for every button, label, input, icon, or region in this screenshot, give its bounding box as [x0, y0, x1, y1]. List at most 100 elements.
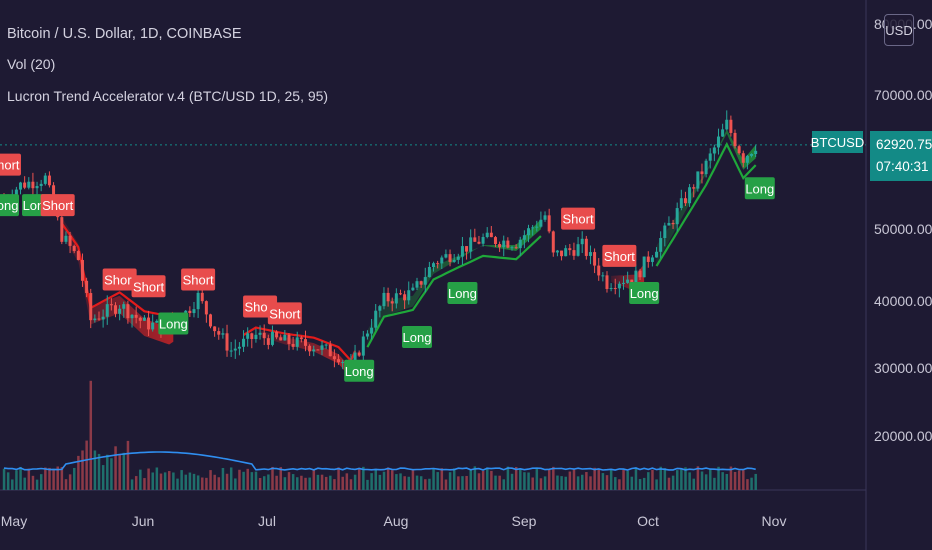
volume-bar	[663, 468, 667, 490]
candle-body	[700, 171, 704, 175]
volume-bar	[246, 468, 249, 490]
signal-box	[131, 275, 166, 298]
candle-body	[151, 322, 155, 330]
candle-body	[473, 237, 477, 242]
volume-bar	[81, 450, 84, 490]
volume-bar	[73, 467, 76, 490]
candle-body	[460, 246, 464, 257]
volume-bar	[35, 479, 39, 490]
volume-bar	[275, 475, 278, 490]
volume-bar	[713, 477, 716, 490]
volume-bar	[97, 453, 101, 490]
volume-bar	[283, 477, 287, 490]
volume-bar	[316, 474, 320, 490]
long-signal-label: Long	[402, 325, 432, 348]
candle-body	[126, 304, 130, 319]
volume-bar	[502, 479, 506, 490]
volume-bar	[461, 476, 464, 490]
volume-bar	[110, 458, 113, 490]
time-tick-may: May	[0, 513, 28, 529]
candle-body	[568, 248, 572, 251]
candle-body	[737, 146, 741, 154]
candle-body	[394, 293, 398, 304]
candle-body	[72, 245, 76, 252]
candle-body	[659, 238, 663, 252]
volume-bar	[519, 468, 522, 490]
volume-bar	[366, 479, 369, 490]
candle-body	[147, 317, 151, 330]
signal-box	[40, 194, 75, 217]
currency-button[interactable]: USD	[884, 14, 914, 46]
volume-bar	[452, 468, 456, 490]
candle-body	[122, 304, 126, 309]
volume-bar	[180, 470, 183, 490]
signal-text: Short	[183, 273, 214, 288]
volume-bar	[2, 468, 6, 490]
volume-bar	[68, 474, 72, 490]
candle-body	[60, 217, 64, 242]
candle-body	[531, 227, 535, 229]
volume-bar	[304, 477, 307, 490]
volume-bar	[568, 471, 572, 490]
candle-body	[303, 339, 307, 346]
candle-body	[597, 265, 601, 276]
candle-body	[489, 232, 493, 238]
candle-body	[19, 182, 23, 190]
volume-bar	[357, 467, 361, 490]
candle-body	[39, 183, 43, 187]
volume-bar	[589, 476, 592, 490]
candle-body	[584, 238, 588, 256]
candle-body	[200, 292, 204, 302]
candle-body	[246, 333, 250, 339]
volume-bar	[684, 467, 687, 490]
candle-body	[671, 222, 675, 225]
volume-bar	[742, 470, 745, 490]
volume-bar	[271, 466, 274, 490]
candle-body	[539, 219, 543, 227]
candle-body	[258, 332, 262, 335]
long-trend-line	[366, 235, 542, 348]
candle-body	[580, 238, 584, 245]
candle-body	[729, 119, 733, 133]
volume-bar	[44, 467, 47, 490]
volume-bar	[642, 477, 646, 490]
volume-bar	[287, 472, 291, 490]
volume-bar	[585, 472, 588, 490]
time-tick-sep: Sep	[511, 513, 537, 529]
trend-indicator-legend[interactable]: Lucron Trend Accelerator v.4 (BTC/USD 1D…	[7, 88, 329, 104]
signal-text: Long	[0, 198, 18, 213]
candle-body	[411, 287, 415, 291]
volume-bar	[134, 476, 138, 490]
candle-body	[64, 235, 68, 242]
candle-body	[593, 252, 597, 266]
volume-bar	[626, 470, 629, 490]
volume-bar	[60, 466, 64, 490]
volume-bar	[370, 473, 373, 490]
candle-body	[365, 333, 369, 337]
volume-bar	[258, 477, 262, 490]
volume-bar	[77, 455, 80, 490]
volume-bar	[19, 466, 22, 490]
candle-body	[233, 348, 237, 351]
candle-body	[506, 240, 510, 248]
candle-body	[97, 318, 101, 320]
volume-bar	[221, 467, 225, 490]
candle-body	[312, 349, 316, 352]
volume-bar	[184, 474, 188, 490]
candle-body	[448, 254, 452, 262]
volume-indicator-legend[interactable]: Vol (20)	[7, 56, 56, 72]
candle-body	[535, 226, 539, 228]
price-tick-50000: 50000.00	[874, 221, 932, 237]
candle-body	[287, 334, 291, 344]
chart-title[interactable]: Bitcoin / U.S. Dollar, 1D, COINBASE	[7, 26, 242, 42]
long-signal-label: Long	[629, 282, 660, 305]
candle-body	[750, 153, 754, 156]
volume-bar	[262, 476, 266, 490]
volume-bar	[23, 477, 26, 490]
volume-bar	[457, 476, 460, 490]
volume-bar	[312, 469, 316, 490]
volume-bar	[506, 466, 510, 490]
volume-bar	[320, 474, 324, 490]
candle-body	[43, 175, 47, 184]
